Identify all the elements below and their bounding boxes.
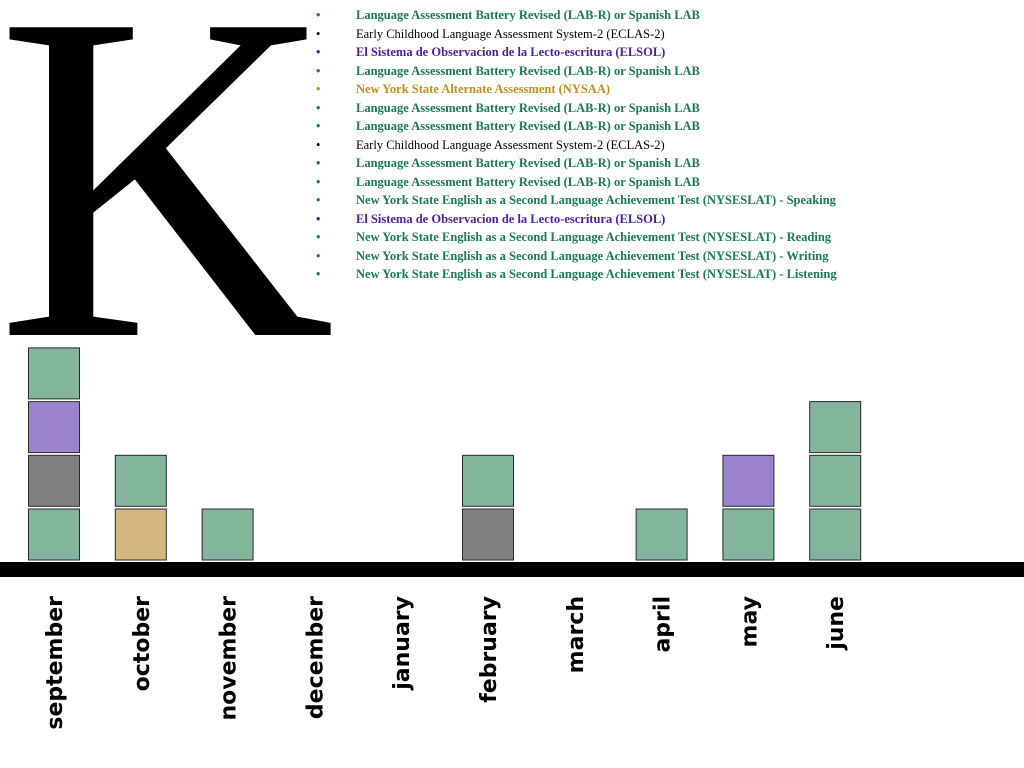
bullet-icon: •: [316, 63, 321, 78]
month-label: september: [43, 596, 68, 730]
month-label: april: [651, 596, 676, 653]
bullet-icon: •: [316, 137, 321, 152]
legend-item-label: New York State English as a Second Langu…: [356, 267, 837, 281]
assessment-block: [809, 401, 862, 454]
assessment-block: [114, 508, 167, 561]
legend-item: • El Sistema de Observacion de la Lecto-e…: [316, 43, 837, 62]
month-label: march: [564, 596, 589, 673]
legend-item-label: Language Assessment Battery Revised (LAB…: [356, 63, 700, 78]
legend-item: • Language Assessment Battery Revised (LA…: [316, 154, 837, 173]
legend-item-label: New York State English as a Second Langu…: [356, 193, 836, 207]
month-label: january: [390, 596, 415, 691]
bullet-icon: •: [316, 26, 321, 41]
legend-item-label: Language Assessment Battery Revised (LAB…: [356, 156, 700, 170]
bullet-icon: •: [316, 8, 321, 22]
bullet-icon: •: [316, 267, 321, 281]
assessment-block: [722, 508, 775, 561]
assessment-block: [809, 454, 862, 507]
assessment-block: [28, 454, 80, 507]
month-label: may: [737, 596, 762, 647]
assessment-block: [201, 508, 254, 561]
legend-item: • Language Assessment Battery Revised (LA…: [316, 62, 837, 81]
legend-item: • New York State English as a Second Lang…: [316, 191, 837, 210]
legend-item-label: El Sistema de Observacion de la Lecto-es…: [356, 45, 666, 59]
legend-item-label: Language Assessment Battery Revised (LAB…: [356, 100, 700, 115]
legend-item: • New York State English as a Second Lang…: [316, 265, 837, 284]
assessment-legend: • Language Assessment Battery Revised (LA…: [316, 6, 837, 284]
assessment-block: [28, 401, 80, 454]
bullet-icon: •: [316, 119, 321, 133]
legend-item: • New York State Alternate Assessment (NY…: [316, 80, 837, 99]
assessment-block: [28, 508, 80, 561]
legend-item: • Language Assessment Battery Revised (LA…: [316, 6, 837, 25]
bullet-icon: •: [316, 174, 321, 189]
bullet-icon: •: [316, 230, 321, 244]
month-label: december: [303, 596, 328, 719]
legend-item-label: El Sistema de Observacion de la Lecto-es…: [356, 211, 666, 226]
legend-item-label: New York State Alternate Assessment (NYS…: [356, 82, 611, 96]
legend-item-label: New York State English as a Second Langu…: [356, 230, 832, 244]
bullet-icon: •: [316, 156, 321, 170]
month-label: june: [824, 596, 849, 651]
assessment-block: [809, 508, 862, 561]
assessment-block: [635, 508, 688, 561]
legend-item-label: Language Assessment Battery Revised (LAB…: [356, 8, 700, 22]
legend-item: • Language Assessment Battery Revised (LA…: [316, 117, 837, 136]
legend-item: • El Sistema de Observacion de la Lecto-e…: [316, 210, 837, 229]
legend-item-label: New York State English as a Second Langu…: [356, 248, 829, 263]
legend-item-label: Early Childhood Language Assessment Syst…: [356, 137, 665, 152]
bullet-icon: •: [316, 193, 321, 207]
legend-item: • Language Assessment Battery Revised (LA…: [316, 99, 837, 118]
assessment-block: [114, 454, 167, 507]
timeline-axis: [0, 562, 1024, 577]
month-label: november: [217, 596, 242, 721]
grade-letter: K: [0, 0, 336, 437]
assessment-block: [722, 454, 775, 507]
assessment-block: [462, 454, 514, 507]
legend-item-label: Language Assessment Battery Revised (LAB…: [356, 119, 700, 133]
legend-item: • Early Childhood Language Assessment Sys…: [316, 25, 837, 44]
month-label: february: [477, 596, 502, 703]
bullet-icon: •: [316, 82, 321, 96]
bullet-icon: •: [316, 45, 321, 59]
assessment-block: [462, 508, 514, 561]
bullet-icon: •: [316, 248, 321, 263]
legend-item-label: Early Childhood Language Assessment Syst…: [356, 26, 665, 41]
legend-item: • New York State English as a Second Lang…: [316, 247, 837, 266]
month-label: october: [130, 596, 155, 691]
legend-item-label: Language Assessment Battery Revised (LAB…: [356, 174, 700, 189]
bullet-icon: •: [316, 211, 321, 226]
legend-item: • New York State English as a Second Lang…: [316, 228, 837, 247]
legend-item: • Language Assessment Battery Revised (LA…: [316, 173, 837, 192]
legend-item: • Early Childhood Language Assessment Sys…: [316, 136, 837, 155]
assessment-block: [28, 347, 80, 400]
bullet-icon: •: [316, 100, 321, 115]
